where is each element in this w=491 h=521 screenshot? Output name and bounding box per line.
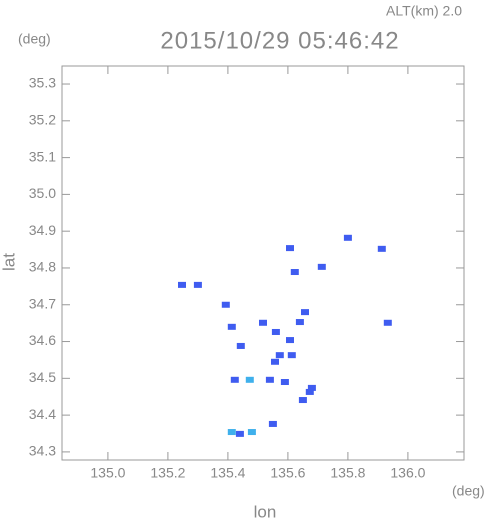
plot-frame: [61, 65, 465, 461]
x-tick-label: 136.0: [390, 465, 425, 481]
echo-cell: [230, 376, 239, 383]
echo-cell: [265, 376, 274, 383]
y-tick-label: 34.9: [29, 222, 56, 238]
y-tick-label: 34.7: [29, 295, 56, 311]
x-axis-label: lon: [254, 502, 277, 521]
echo-cell: [245, 376, 254, 383]
echo-cell: [307, 384, 316, 391]
echo-cell: [301, 309, 309, 316]
y-tick-label: 34.4: [29, 406, 56, 422]
echo-cell: [193, 281, 202, 288]
echo-cell: [271, 328, 280, 335]
echo-cell: [377, 245, 386, 252]
y-tick-label: 35.0: [29, 185, 56, 201]
echo-cell: [298, 397, 307, 404]
echo-cell: [290, 269, 299, 276]
echo-cell: [343, 234, 352, 241]
echo-cell: [259, 319, 267, 326]
echo-cell: [280, 379, 289, 386]
y-tick-label: 34.8: [29, 259, 56, 275]
x-tick-label: 135.0: [90, 465, 125, 481]
echo-cell: [227, 429, 236, 436]
chart-title: 2015/10/29 05:46:42: [160, 27, 399, 54]
x-tick-label: 135.8: [330, 465, 365, 481]
echo-cell: [286, 337, 294, 344]
x-tick-label: 135.4: [210, 465, 245, 481]
echo-cell: [221, 301, 230, 308]
echo-cell: [227, 323, 236, 330]
y-tick-label: 34.3: [29, 443, 56, 459]
echo-cell: [236, 342, 245, 349]
echo-cell: [383, 319, 392, 326]
echo-cell: [295, 319, 304, 326]
echo-cell: [287, 352, 296, 359]
echo-cell: [178, 281, 186, 288]
echo-cell: [247, 429, 256, 436]
x-unit: (deg): [452, 483, 485, 499]
echo-cell: [286, 245, 294, 252]
y-tick-label: 35.3: [29, 75, 56, 91]
y-tick-label: 34.5: [29, 369, 56, 385]
echo-cell: [305, 388, 314, 395]
y-tick-label: 35.1: [29, 148, 56, 164]
echo-cell: [271, 358, 279, 365]
echo-cell: [275, 352, 284, 359]
y-tick-label: 35.2: [29, 112, 56, 128]
x-tick-label: 135.2: [150, 465, 185, 481]
echo-cell: [268, 420, 277, 427]
x-tick-label: 135.6: [270, 465, 305, 481]
y-axis-label: lat: [0, 253, 18, 271]
echo-cell: [235, 430, 244, 437]
echo-cell: [317, 263, 326, 270]
altitude-label: ALT(km) 2.0: [386, 3, 462, 19]
y-tick-label: 34.6: [29, 332, 56, 348]
y-unit: (deg): [18, 31, 51, 47]
